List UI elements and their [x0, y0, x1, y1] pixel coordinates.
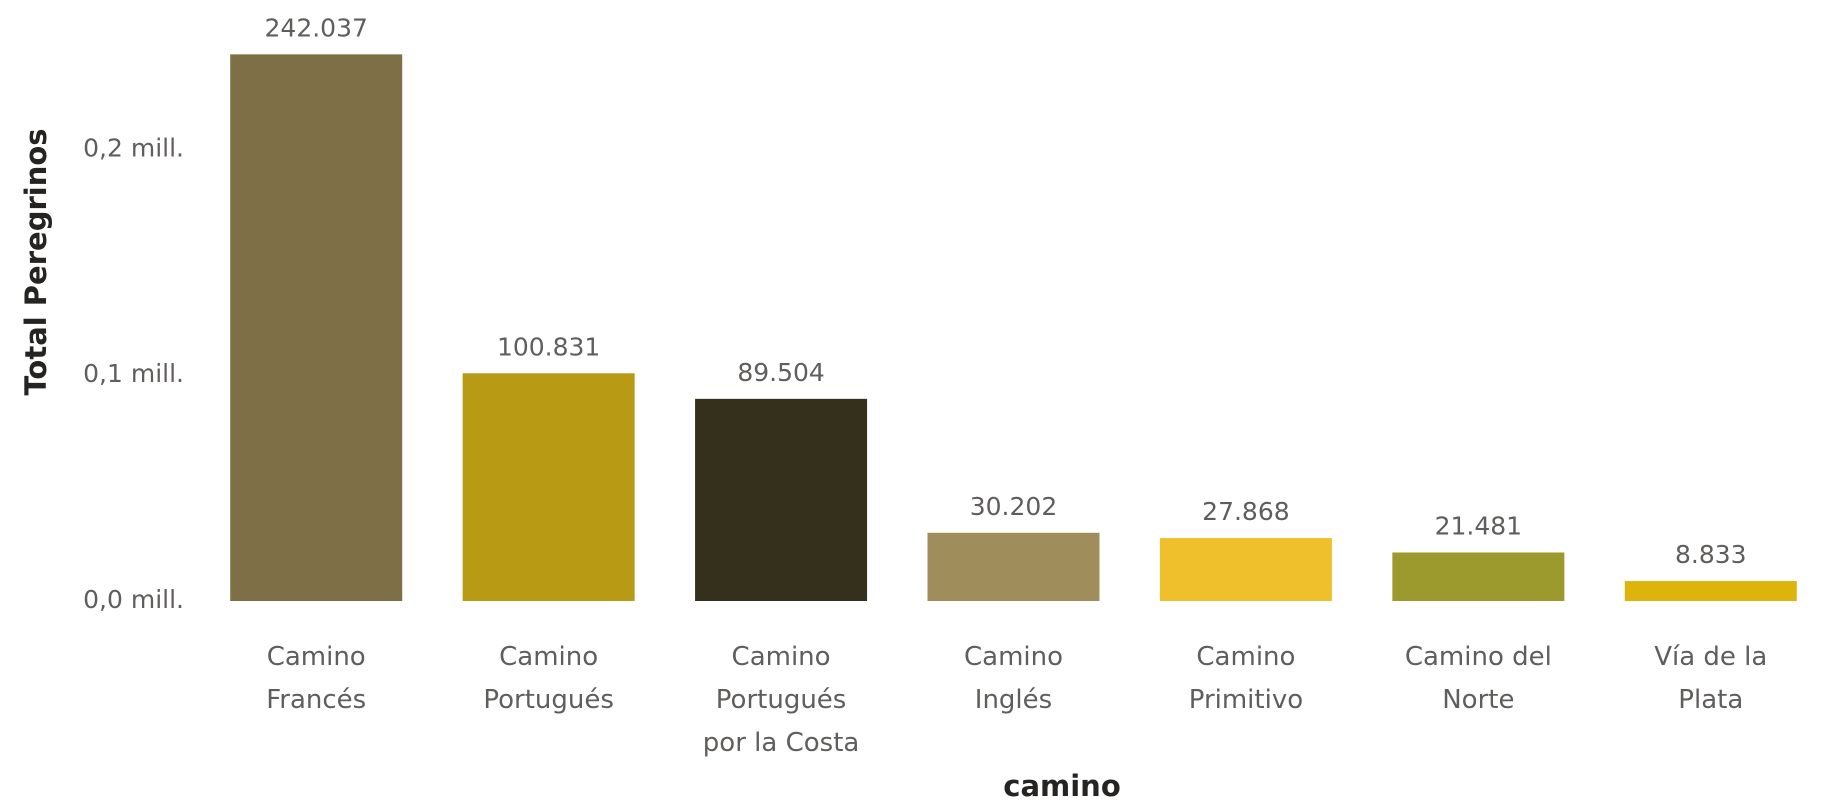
- bar[interactable]: [230, 54, 403, 602]
- x-axis-title: camino: [1003, 769, 1121, 803]
- bar[interactable]: [695, 398, 868, 601]
- y-tick-label: 0,2 mill.: [83, 133, 184, 162]
- x-tick-label: Camino Primitivo: [1189, 642, 1303, 715]
- data-label: 89.504: [737, 358, 824, 387]
- x-tick-label: Camino Portugués: [483, 642, 614, 715]
- data-label: 27.868: [1202, 497, 1289, 526]
- bar[interactable]: [927, 532, 1100, 601]
- data-label: 100.831: [497, 332, 600, 361]
- bar[interactable]: [1392, 552, 1565, 601]
- x-tick-label: Camino del Norte: [1405, 642, 1552, 715]
- x-tick-label: Camino Francés: [266, 642, 366, 715]
- x-tick-label: Camino Inglés: [964, 642, 1063, 715]
- x-axis-tick-labels: Camino Francés Camino Portugués Camino Portug…: [266, 642, 1767, 758]
- x-tick-label: Camino Portugués por la Costa: [703, 642, 860, 758]
- data-label: 30.202: [970, 492, 1057, 521]
- x-tick-label: Vía de la Plata: [1654, 642, 1767, 715]
- bar[interactable]: [1159, 538, 1332, 601]
- y-axis-title: Total Peregrinos: [19, 128, 53, 395]
- y-tick-label: 0,1 mill.: [83, 359, 184, 388]
- bar[interactable]: [462, 373, 635, 601]
- bar[interactable]: [1624, 581, 1797, 601]
- y-axis-ticks: 0,0 mill. 0,1 mill. 0,2 mill.: [83, 133, 184, 614]
- data-label: 242.037: [265, 13, 368, 42]
- data-label: 8.833: [1675, 540, 1747, 569]
- y-tick-label: 0,0 mill.: [83, 585, 184, 614]
- data-labels: 242.037 100.831 89.504 30.202 27.868 21.481 8.…: [265, 13, 1747, 569]
- data-label: 21.481: [1435, 511, 1522, 540]
- bar-series: [230, 54, 1797, 602]
